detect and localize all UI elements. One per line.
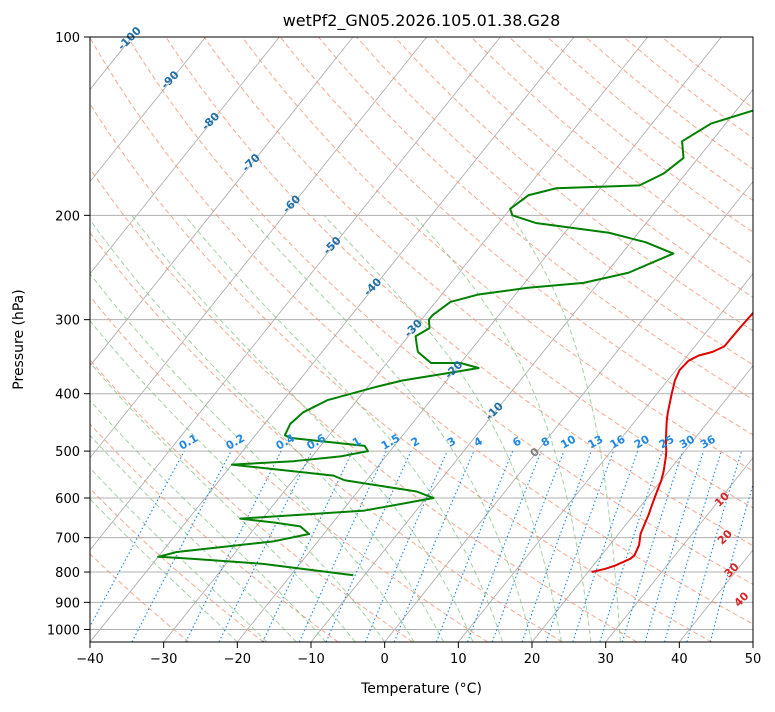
y-tick-label: 500 (55, 445, 80, 460)
x-tick-label: −10 (297, 652, 324, 667)
y-tick-label: 400 (55, 388, 80, 403)
x-tick-label: 0 (381, 652, 389, 667)
y-tick-label: 800 (55, 566, 80, 581)
x-tick-label: 40 (671, 652, 688, 667)
y-tick-label: 300 (55, 314, 80, 329)
x-tick-label: −30 (150, 652, 177, 667)
y-tick-label: 600 (55, 492, 80, 507)
x-tick-label: 30 (597, 652, 614, 667)
x-tick-label: 20 (524, 652, 541, 667)
y-tick-label: 900 (55, 596, 80, 611)
x-tick-label: 50 (745, 652, 762, 667)
y-axis-label: Pressure (hPa) (11, 289, 27, 389)
x-tick-label: −20 (224, 652, 251, 667)
x-tick-label: −40 (76, 652, 103, 667)
chart-title: wetPf2_GN05.2026.105.01.38.G28 (283, 11, 561, 31)
y-tick-label: 1000 (47, 623, 80, 638)
x-axis-label: Temperature (°C) (360, 681, 482, 697)
y-tick-label: 200 (55, 209, 80, 224)
y-tick-label: 100 (55, 31, 80, 46)
x-tick-label: 10 (450, 652, 467, 667)
y-tick-label: 700 (55, 532, 80, 547)
